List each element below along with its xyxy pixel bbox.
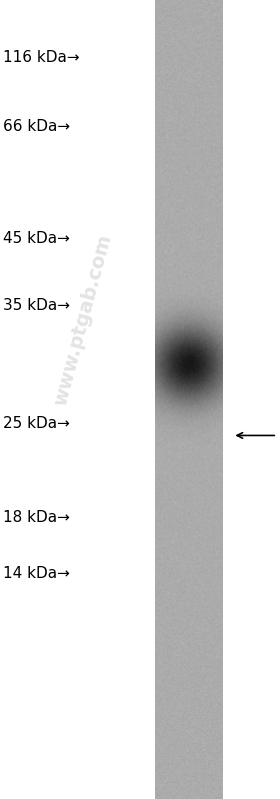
- Text: 14 kDa→: 14 kDa→: [3, 566, 70, 581]
- Text: www.ptgab.com: www.ptgab.com: [50, 232, 115, 407]
- Text: 116 kDa→: 116 kDa→: [3, 50, 80, 65]
- Text: 18 kDa→: 18 kDa→: [3, 511, 70, 525]
- Text: 25 kDa→: 25 kDa→: [3, 416, 70, 431]
- Text: 45 kDa→: 45 kDa→: [3, 231, 70, 245]
- Text: 35 kDa→: 35 kDa→: [3, 298, 70, 312]
- Text: 66 kDa→: 66 kDa→: [3, 119, 70, 133]
